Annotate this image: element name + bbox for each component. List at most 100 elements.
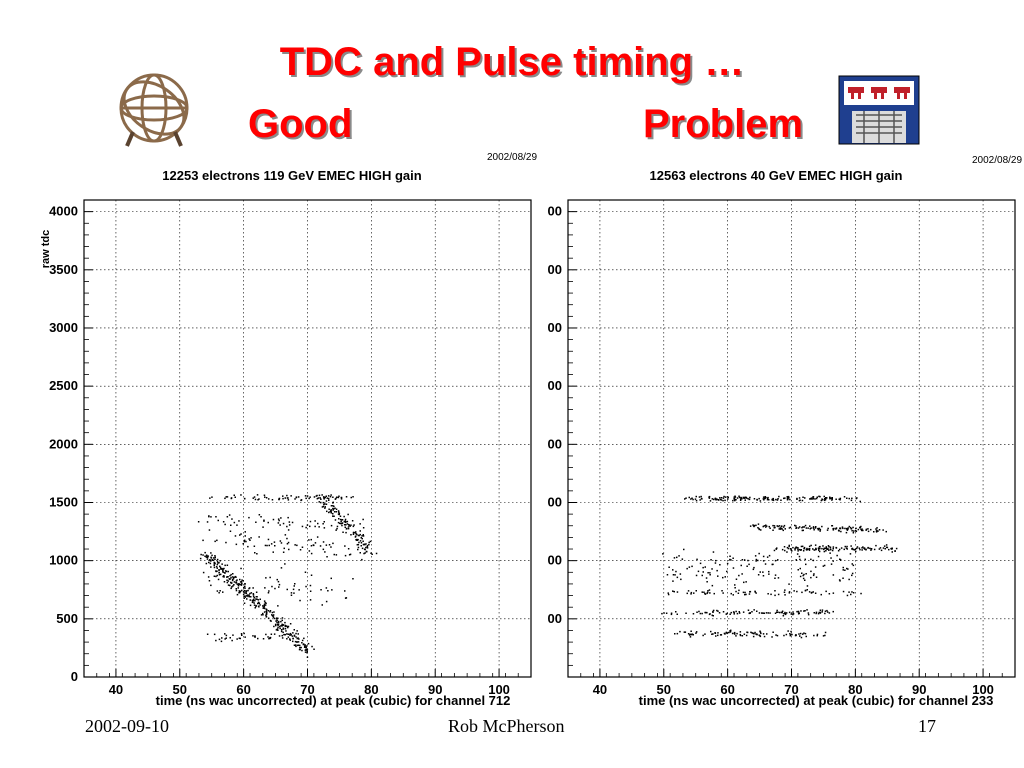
scatter-point [803,546,806,549]
scatter-point [328,499,330,501]
scatter-point [758,527,760,530]
scatter-point [306,645,308,647]
scatter-point [741,635,744,637]
scatter-point [277,623,280,626]
scatter-point [875,544,877,547]
scatter-point [724,499,726,502]
scatter-point [716,569,718,572]
scatter-point [313,544,315,547]
scatter-point [202,539,204,542]
scatter-point [304,651,307,653]
scatter-point [850,527,853,530]
scatter-point [336,496,338,498]
scatter-point [839,527,841,530]
x-tick-label: 90 [912,682,926,697]
scatter-point [244,596,247,598]
scatter-point [271,611,274,614]
scatter-point [253,602,255,604]
scatter-point [344,520,346,522]
x-tick-label: 60 [720,682,734,697]
scatter-point [744,591,746,594]
scatter-point [723,495,725,498]
scatter-point [249,599,251,601]
scatter-point [361,547,364,550]
scatter-point [239,590,242,593]
scatter-point [296,637,298,640]
scatter-point [280,517,282,519]
scatter-point [799,558,801,561]
scatter-point [720,499,723,501]
scatter-point [695,495,697,498]
scatter-point [213,563,215,565]
scatter-point [230,497,233,500]
scatter-point [752,635,755,638]
scatter-point [241,589,243,592]
scatter-point [359,533,361,536]
scatter-point [847,528,849,531]
scatter-point [734,587,736,589]
scatter-point [777,498,779,500]
scatter-point [258,514,261,516]
scatter-point [789,526,792,529]
scatter-point [747,497,749,500]
scatter-point [768,525,770,528]
scatter-point [818,546,821,548]
scatter-point [692,498,694,501]
scatter-point [709,613,711,615]
scatter-point [730,592,732,595]
y-tick-label: 00 [548,262,562,277]
scatter-point [242,580,244,582]
scatter-point [739,633,741,636]
scatter-point [240,567,242,570]
scatter-point [712,551,715,553]
scatter-point [802,633,804,635]
scatter-point [226,496,229,498]
scatter-point [732,611,735,613]
x-tick-label: 50 [173,682,187,697]
scatter-point [226,564,229,566]
scatter-point [284,497,286,499]
scatter-point [703,591,705,593]
scatter-point [240,494,242,496]
scatter-point [290,592,293,594]
scatter-point [359,540,362,542]
scatter-point [880,549,883,552]
scatter-point [309,520,312,523]
scatter-point [221,563,223,565]
scatter-point [263,600,266,602]
scatter-point [273,611,275,613]
scatter-point [228,514,231,516]
scatter-point [802,577,805,580]
scatter-point [282,628,285,630]
scatter-point [684,631,687,633]
scatter-point [272,551,274,553]
scatter-point [310,574,313,576]
scatter-point [297,496,300,498]
scatter-point [225,570,228,573]
scatter-point [714,562,717,564]
scatter-point [738,611,740,613]
scatter-point [818,550,821,553]
scatter-point [293,585,295,587]
scatter-point [789,548,792,550]
scatter-point [325,544,328,546]
scatter-point [237,585,240,587]
scatter-point [301,525,304,528]
scatter-point [784,612,787,615]
scatter-point [287,625,290,628]
scatter-point [663,612,665,614]
scatter-point [768,573,770,575]
scatter-point [860,528,862,531]
scatter-point [338,518,340,520]
scatter-point [832,574,835,576]
scatter-point [335,511,338,513]
scatter-point [343,520,346,523]
scatter-point [275,618,278,620]
scatter-point [758,552,760,555]
scatter-point [829,496,831,498]
scatter-point [287,516,289,519]
scatter-point [751,611,753,613]
scatter-point [801,526,803,529]
scatter-point [329,510,331,513]
scatter-point [746,565,748,567]
